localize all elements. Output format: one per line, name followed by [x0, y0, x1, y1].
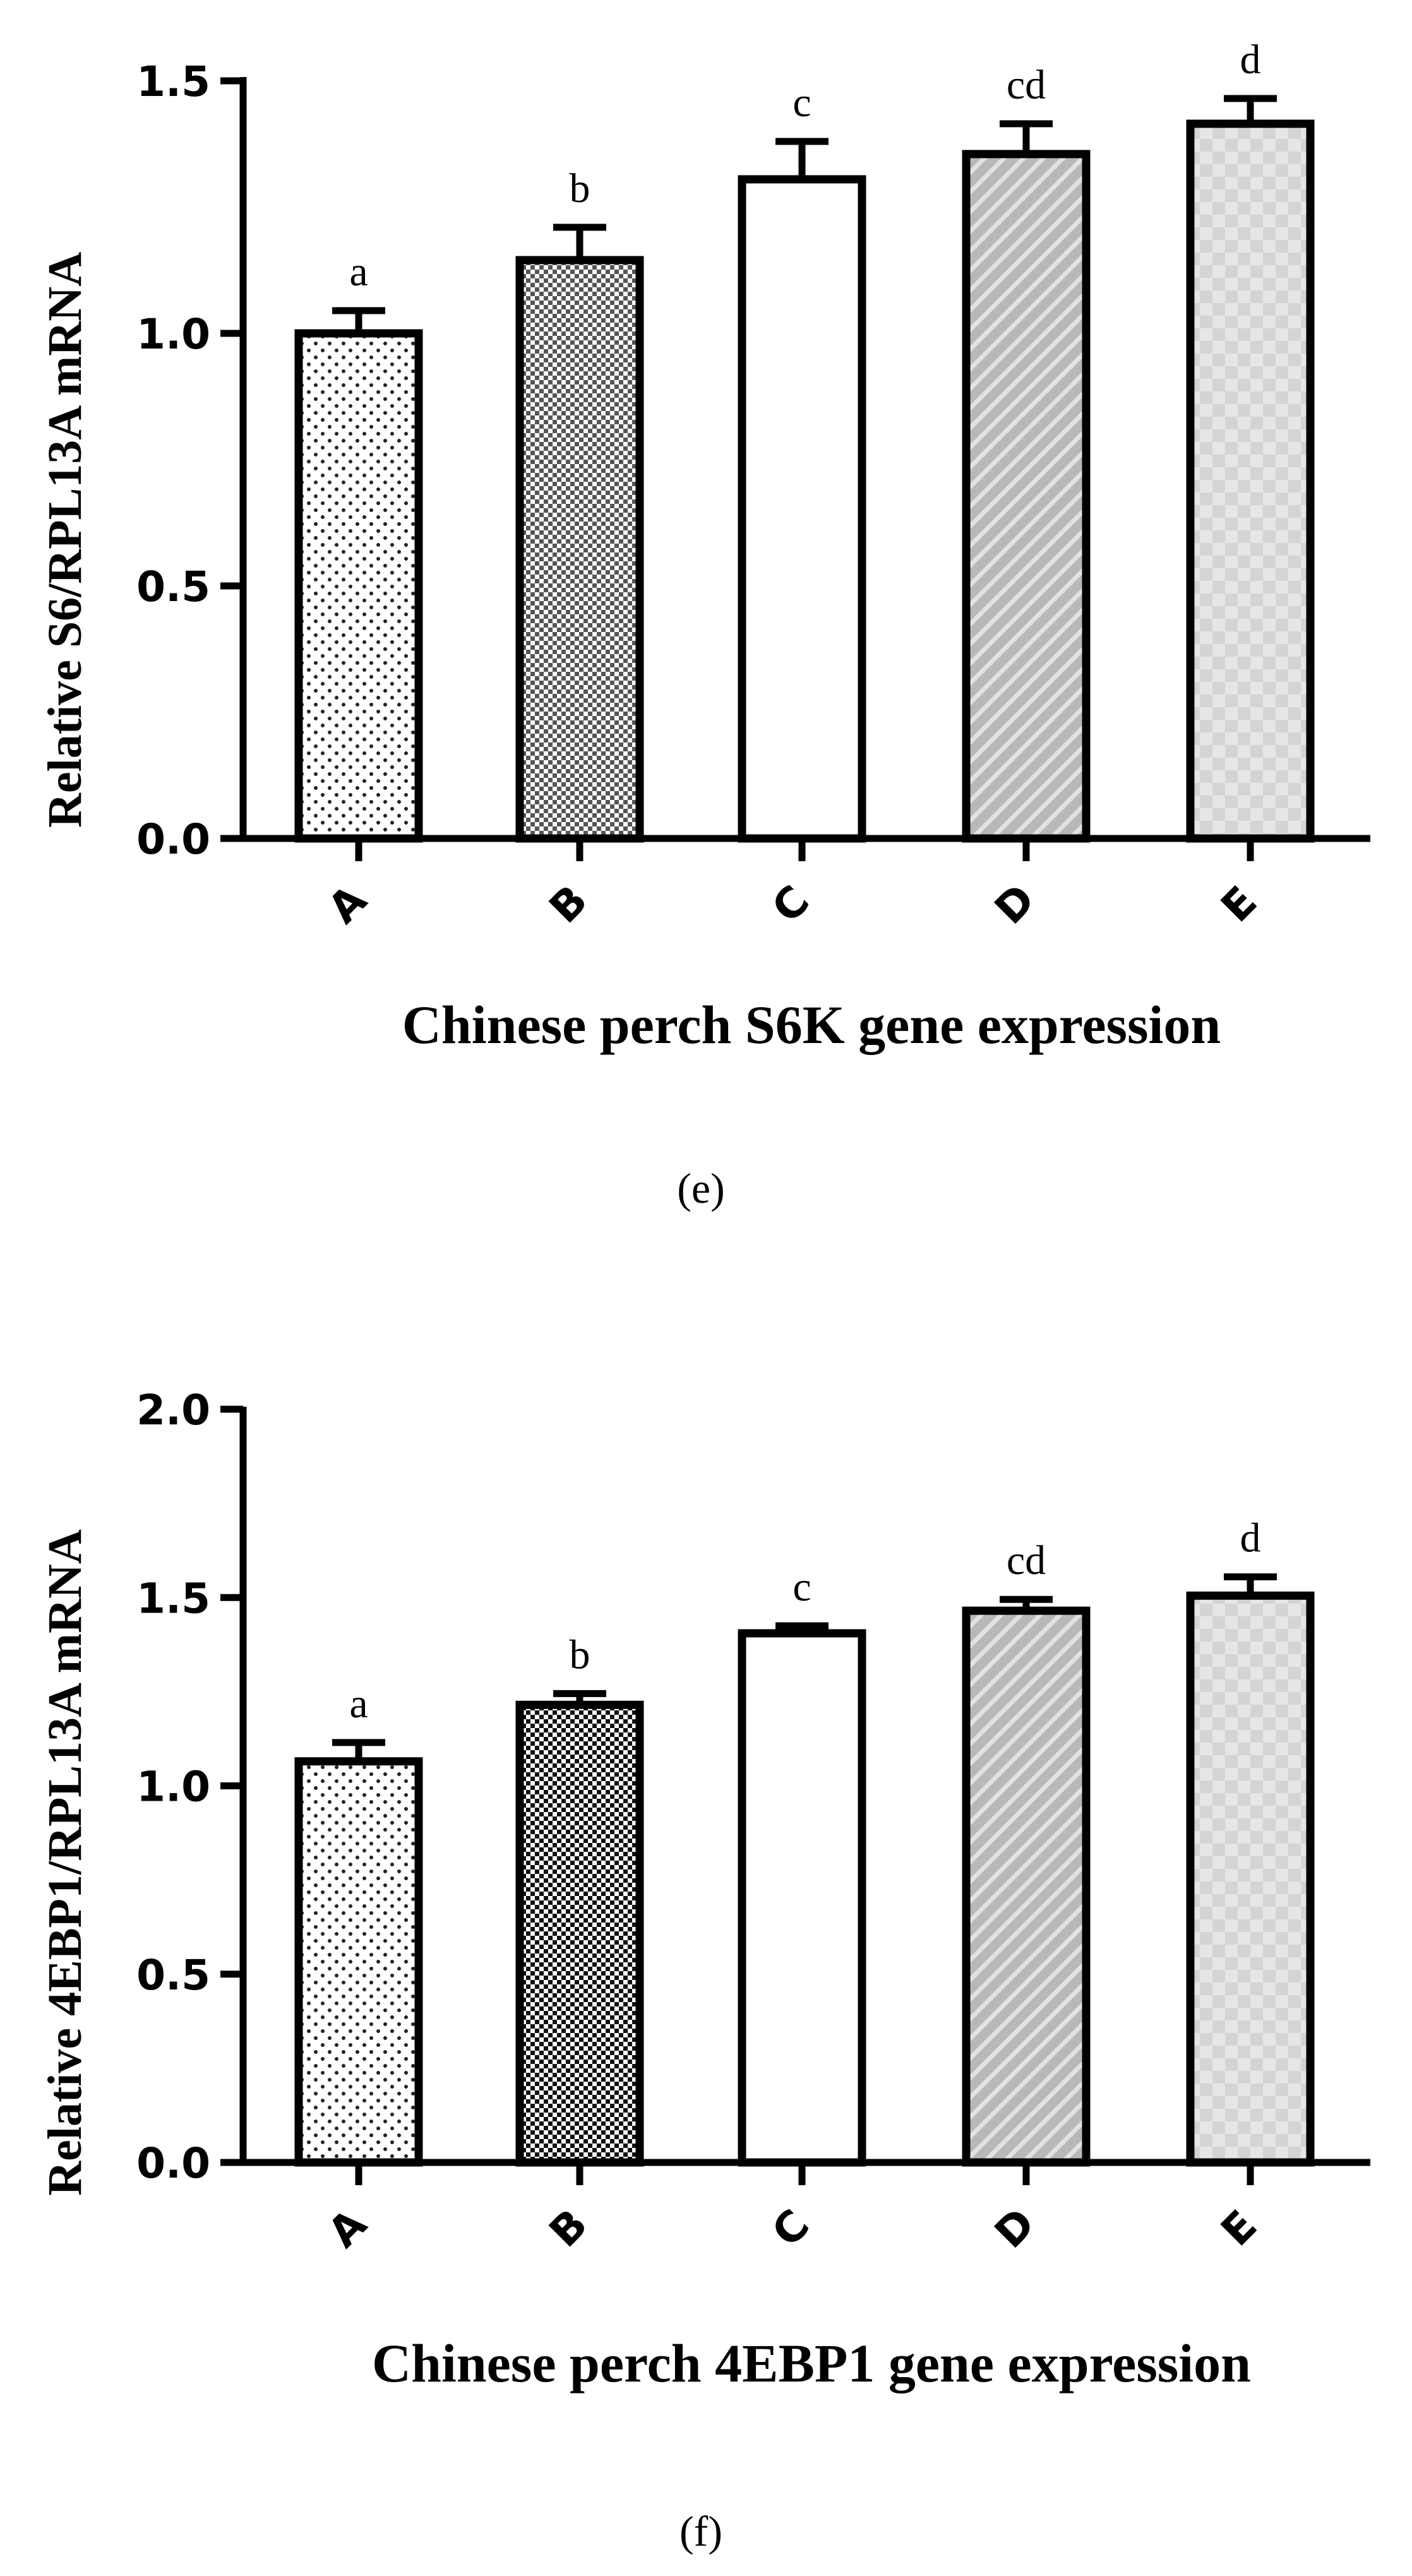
y-tick-label: 0.0 — [136, 2139, 210, 2188]
panel-label: (f) — [679, 2507, 722, 2555]
significance-letter: b — [570, 165, 590, 212]
x-tick-label: C — [763, 2200, 819, 2257]
error-bars — [332, 1573, 1277, 1762]
x-tick-label: B — [540, 876, 597, 933]
panel-label: (e) — [677, 1164, 724, 1212]
chart-panel-f: Relative 4EBP1/RPL13A mRNA 0.0 0.5 1.0 1.5 2… — [39, 1386, 1370, 2555]
y-axis-title: Relative 4EBP1/RPL13A mRNA — [39, 1529, 92, 2196]
x-axis-title: Chinese perch S6K gene expression — [402, 994, 1221, 1055]
significance-letter: cd — [1007, 1537, 1046, 1583]
error-bar — [1000, 1595, 1053, 1611]
x-ticks: A B C D E — [319, 838, 1266, 934]
significance-letter: c — [793, 1564, 811, 1610]
error-bar — [1000, 120, 1053, 154]
y-tick-label: 1.0 — [136, 1763, 210, 1811]
x-tick-label: D — [985, 2198, 1044, 2257]
x-tick-label: E — [1212, 877, 1266, 931]
y-tick-label: 1.5 — [136, 1574, 210, 1623]
error-bar — [332, 1739, 385, 1762]
error-bar — [1224, 95, 1277, 124]
significance-letter: d — [1240, 1515, 1261, 1561]
y-tick-label: 1.5 — [136, 57, 210, 106]
error-bar — [553, 224, 606, 260]
bar — [738, 1629, 866, 2167]
error-bars — [332, 95, 1277, 333]
bar — [294, 1757, 423, 2167]
x-tick-label: B — [540, 2200, 597, 2257]
error-bar — [775, 1622, 829, 1633]
y-axis: 0.0 0.5 1.0 1.5 — [136, 57, 247, 864]
significance-letter: b — [570, 1631, 590, 1678]
error-bar — [1224, 1573, 1277, 1596]
x-tick-label: A — [319, 2200, 376, 2257]
x-tick-label: D — [985, 874, 1044, 933]
significance-letter: d — [1240, 37, 1261, 83]
y-axis: 0.0 0.5 1.0 1.5 2.0 — [136, 1386, 247, 2188]
x-tick-label: A — [319, 876, 376, 933]
chart-panel-e: Relative S6/RPL13A mRNA 0.0 0.5 1.0 1.5 A B C… — [39, 37, 1370, 1212]
bar — [962, 1606, 1091, 2167]
error-bar — [775, 138, 829, 179]
y-tick-label: 2.0 — [136, 1386, 210, 1434]
y-ticks: 0.0 0.5 1.0 1.5 — [136, 57, 243, 864]
x-tick-label: E — [1212, 2201, 1266, 2255]
y-axis-title: Relative S6/RPL13A mRNA — [39, 252, 92, 828]
significance-letters: a b c cd d — [349, 1515, 1260, 1726]
error-bar — [332, 307, 385, 333]
bar — [1186, 119, 1315, 843]
bar — [1186, 1591, 1315, 2167]
bar — [738, 175, 866, 843]
y-tick-label: 0.5 — [136, 1951, 210, 2000]
significance-letters: a b c cd d — [349, 37, 1260, 295]
x-ticks: A B C D E — [319, 2162, 1266, 2258]
bar — [515, 1700, 644, 2167]
significance-letter: c — [793, 80, 811, 126]
x-tick-label: C — [763, 876, 819, 933]
y-tick-label: 0.5 — [136, 563, 210, 611]
x-axis-title: Chinese perch 4EBP1 gene expression — [372, 2333, 1251, 2394]
y-tick-label: 1.0 — [136, 310, 210, 359]
significance-letter: cd — [1007, 62, 1046, 108]
error-bar — [553, 1690, 606, 1705]
bar — [515, 256, 644, 843]
bars — [294, 119, 1315, 843]
bars — [294, 1591, 1315, 2167]
bar — [962, 150, 1091, 843]
y-ticks: 0.0 0.5 1.0 1.5 2.0 — [136, 1386, 243, 2188]
bar — [294, 329, 423, 843]
y-tick-label: 0.0 — [136, 815, 210, 864]
significance-letter: a — [349, 1681, 368, 1727]
significance-letter: a — [349, 249, 368, 295]
